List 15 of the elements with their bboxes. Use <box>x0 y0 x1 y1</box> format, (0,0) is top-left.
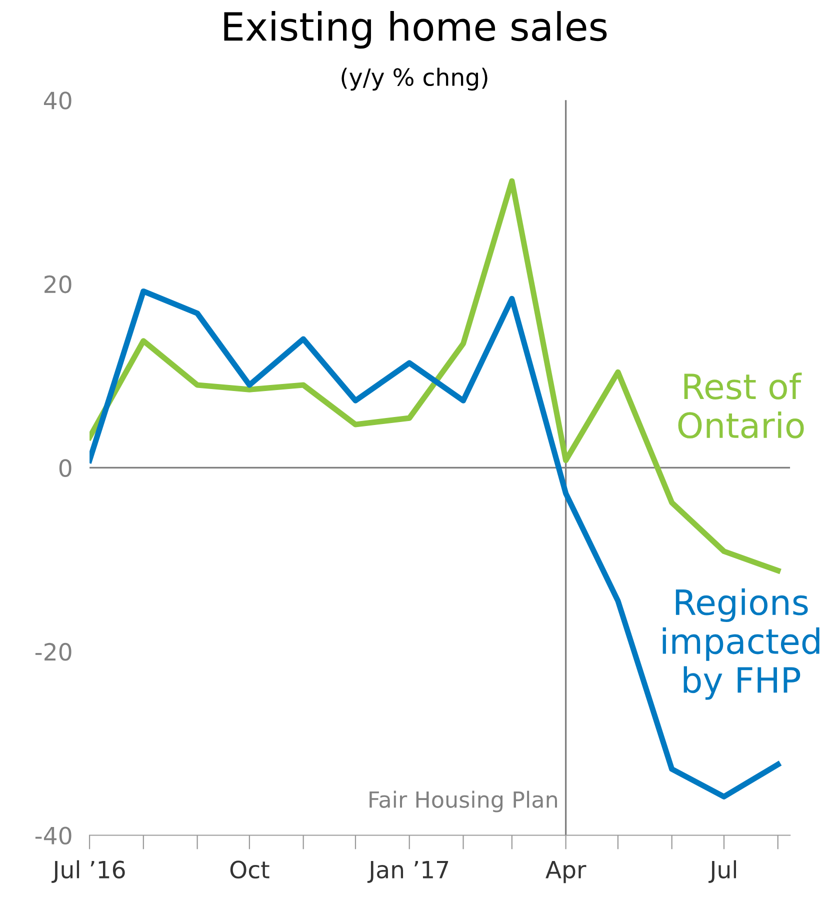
y-tick-label: 40 <box>44 92 72 110</box>
y-tick-label: 20 <box>44 275 72 294</box>
y-tick-label: -20 <box>35 642 72 661</box>
x-tick-label: Jan ’17 <box>367 860 448 883</box>
y-tick-label: -40 <box>35 826 72 845</box>
x-tick-label: Oct <box>230 860 270 879</box>
series-label: Regions impacted by FHP <box>662 588 820 700</box>
ref-line-label: Fair Housing Plan <box>370 790 557 812</box>
chart-title: Existing home sales <box>224 11 607 49</box>
x-tick-label: Jul <box>708 860 736 883</box>
x-tick-label: Jul ’16 <box>52 860 125 883</box>
series-label: Rest of Ontario <box>678 372 804 438</box>
x-tick-label: Apr <box>546 860 586 884</box>
chart-subtitle: (y/y % chng) <box>342 68 488 91</box>
y-tick-label: 0 <box>59 459 72 477</box>
